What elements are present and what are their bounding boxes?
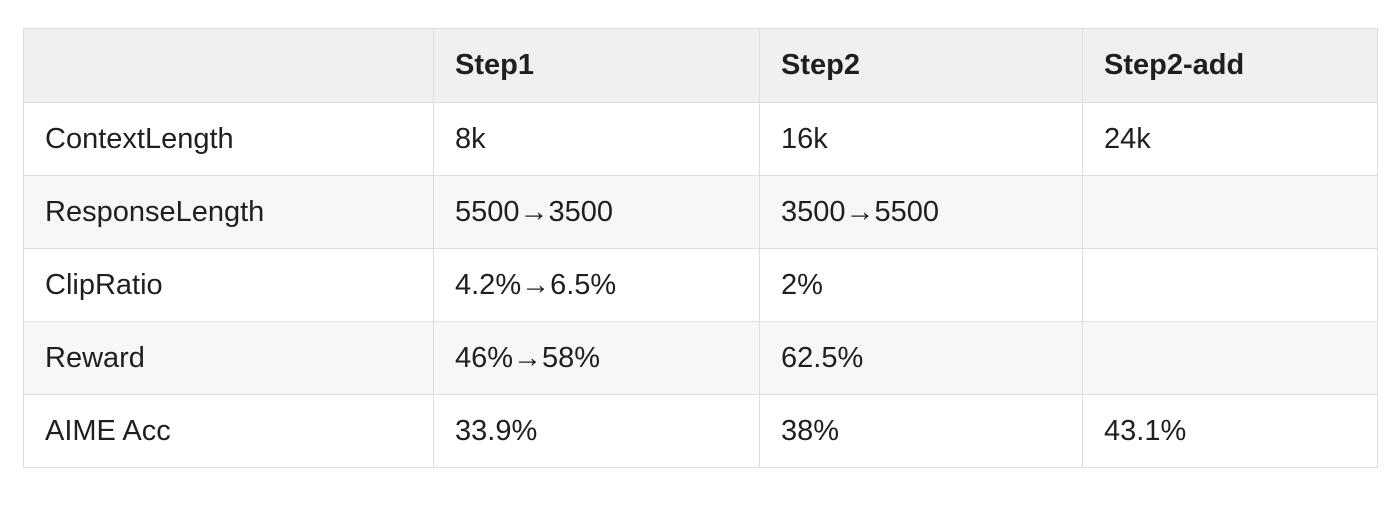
- table-cell: [1082, 321, 1378, 395]
- table-cell: 8k: [433, 102, 760, 176]
- table-cell: [1082, 248, 1378, 322]
- table-cell: 3500→5500: [759, 175, 1083, 249]
- results-table-container: Step1 Step2 Step2-add ContextLength 8k 1…: [23, 28, 1378, 468]
- table-row: ResponseLength 5500→3500 3500→5500: [23, 175, 1378, 249]
- table-cell: 43.1%: [1082, 394, 1378, 468]
- table-row: ClipRatio 4.2%→6.5% 2%: [23, 248, 1378, 322]
- column-header-step2: Step2: [759, 28, 1083, 103]
- row-label: Reward: [23, 321, 434, 395]
- table-row: AIME Acc 33.9% 38% 43.1%: [23, 394, 1378, 468]
- table-cell: 62.5%: [759, 321, 1083, 395]
- table-header-row: Step1 Step2 Step2-add: [23, 28, 1378, 103]
- table-cell: 46%→58%: [433, 321, 760, 395]
- table-cell: 5500→3500: [433, 175, 760, 249]
- results-table: Step1 Step2 Step2-add ContextLength 8k 1…: [23, 28, 1378, 468]
- column-header-step2-add: Step2-add: [1082, 28, 1378, 103]
- table-cell: 24k: [1082, 102, 1378, 176]
- table-cell: 2%: [759, 248, 1083, 322]
- table-row: Reward 46%→58% 62.5%: [23, 321, 1378, 395]
- row-label: ResponseLength: [23, 175, 434, 249]
- column-header-empty: [23, 28, 434, 103]
- row-label: AIME Acc: [23, 394, 434, 468]
- column-header-step1: Step1: [433, 28, 760, 103]
- table-cell: 16k: [759, 102, 1083, 176]
- row-label: ClipRatio: [23, 248, 434, 322]
- table-cell: 38%: [759, 394, 1083, 468]
- row-label: ContextLength: [23, 102, 434, 176]
- table-cell: 4.2%→6.5%: [433, 248, 760, 322]
- table-row: ContextLength 8k 16k 24k: [23, 102, 1378, 176]
- table-cell: [1082, 175, 1378, 249]
- table-cell: 33.9%: [433, 394, 760, 468]
